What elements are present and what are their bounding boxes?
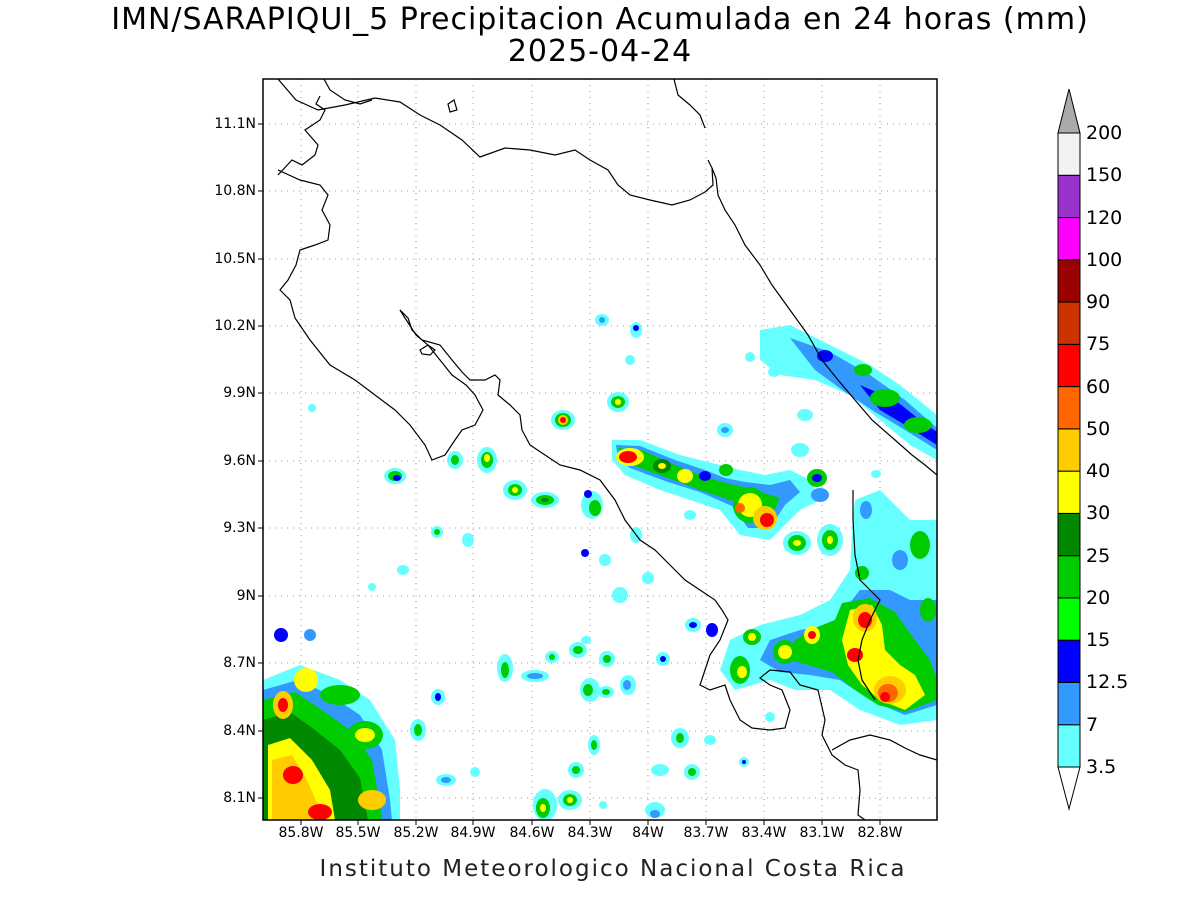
color-bar-label: 120 xyxy=(1086,206,1123,229)
y-tick-label: 10.2N xyxy=(214,318,256,334)
color-bar-label: 12.5 xyxy=(1086,671,1129,694)
axis-ticks xyxy=(258,123,881,825)
x-tick-label: 85.2W xyxy=(393,825,439,841)
color-bar-label: 20 xyxy=(1086,586,1111,609)
color-bar-label: 90 xyxy=(1086,291,1111,314)
y-tick-label: 9.9N xyxy=(223,385,256,401)
x-tick-label: 83.7W xyxy=(683,825,729,841)
northern-coast xyxy=(323,79,373,105)
y-tick-label: 10.5N xyxy=(214,251,256,267)
rain-band-caribbean-slope xyxy=(612,409,843,556)
color-bar-swatch xyxy=(1057,470,1081,514)
y-tick-label: 9.6N xyxy=(223,453,256,469)
y-tick-label: 8.7N xyxy=(223,655,256,671)
x-tick-label: 84.3W xyxy=(567,825,613,841)
color-bar-swatch xyxy=(1057,343,1081,388)
color-bar-swatch xyxy=(1057,597,1081,641)
x-tick-label: 82.8W xyxy=(857,825,903,841)
nicaragua-border xyxy=(277,95,326,176)
color-bar-swatch xyxy=(1057,681,1081,726)
color-bar-swatch xyxy=(1057,639,1081,683)
rain-cells-central xyxy=(308,314,749,820)
pacific-coast xyxy=(277,169,484,461)
nicaragua-lake-coast xyxy=(277,79,714,206)
color-bar-swatch xyxy=(1057,132,1081,176)
color-bar-label: 3.5 xyxy=(1086,756,1117,778)
color-bar-swatch xyxy=(1057,217,1081,261)
nicoya-gulf xyxy=(399,309,866,820)
caribbean-coast xyxy=(711,167,937,476)
color-bar-label: 150 xyxy=(1086,164,1123,187)
color-bar-label: 40 xyxy=(1086,460,1111,483)
y-tick-label: 8.1N xyxy=(223,790,256,806)
coastlines xyxy=(277,79,937,820)
x-tick-label: 83.4W xyxy=(741,825,787,841)
map-title: IMN/SARAPIQUI_5 Precipitacion Acumulada … xyxy=(111,2,1089,37)
y-tick-label: 8.4N xyxy=(223,723,256,739)
lake-islands xyxy=(419,344,436,356)
color-bar-swatch xyxy=(1057,428,1081,472)
precipitation-field xyxy=(263,314,937,820)
color-bar-label: 50 xyxy=(1086,417,1111,440)
footer-credit: Instituto Meteorologico Nacional Costa R… xyxy=(319,856,907,882)
color-bar-swatch xyxy=(1057,174,1081,219)
color-bar-label: 200 xyxy=(1086,122,1123,144)
color-bar xyxy=(1057,88,1081,811)
y-tick-label: 10.8N xyxy=(214,183,256,199)
color-bar-label: 75 xyxy=(1086,333,1111,356)
lake-shore-west xyxy=(673,79,706,129)
color-bar-swatch xyxy=(1057,724,1081,768)
map-background xyxy=(263,79,937,820)
color-bar-swatch xyxy=(1057,259,1081,303)
color-bar-label: 60 xyxy=(1086,375,1111,398)
color-bar-swatch xyxy=(1057,301,1081,345)
golfito-peninsula xyxy=(831,734,937,761)
grid-lines xyxy=(263,79,937,820)
map-frame xyxy=(262,78,938,821)
color-bar-max-triangle xyxy=(1057,88,1081,134)
color-bar-label: 15 xyxy=(1086,629,1111,652)
y-tick-label: 11.1N xyxy=(214,116,256,132)
map-date: 2025-04-24 xyxy=(507,34,693,69)
y-tick-label: 9.3N xyxy=(223,520,256,536)
x-tick-label: 85.8W xyxy=(278,825,324,841)
x-tick-label: 85.5W xyxy=(335,825,381,841)
small-island xyxy=(447,99,458,113)
x-tick-label: 84.9W xyxy=(450,825,496,841)
color-bar-min-triangle xyxy=(1057,766,1081,811)
color-bar-swatch xyxy=(1057,555,1081,599)
y-tick-label: 9N xyxy=(236,588,256,604)
panama-border xyxy=(852,490,881,701)
color-bar-label: 30 xyxy=(1086,502,1111,525)
color-bar-swatch xyxy=(1057,512,1081,557)
color-bar-swatch xyxy=(1057,386,1081,430)
color-bar-label: 100 xyxy=(1086,248,1123,271)
x-tick-label: 84.6W xyxy=(509,825,555,841)
rain-cluster-southwest xyxy=(263,628,400,820)
x-tick-label: 83.1W xyxy=(799,825,845,841)
rain-cluster-southeast xyxy=(685,470,937,725)
color-bar-label: 25 xyxy=(1086,544,1111,567)
x-tick-label: 84W xyxy=(632,825,664,841)
color-bar-label: 7 xyxy=(1086,713,1099,736)
